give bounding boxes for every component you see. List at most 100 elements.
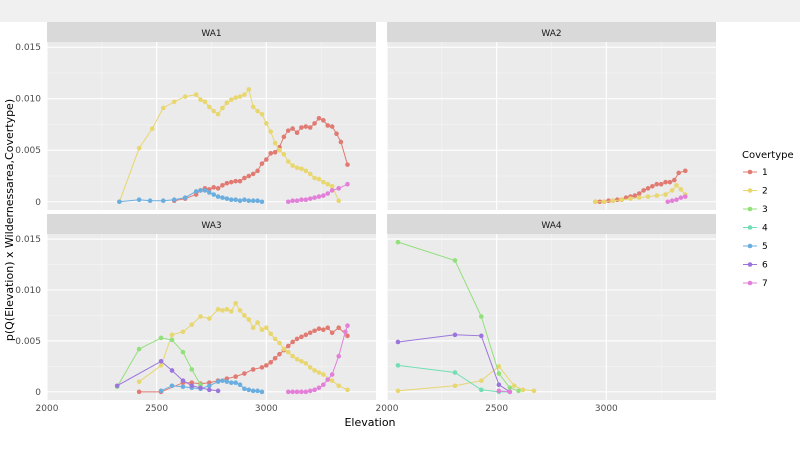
data-point xyxy=(329,372,335,377)
y-tick-label: 0.015 xyxy=(15,43,41,53)
data-point xyxy=(395,339,401,345)
data-point xyxy=(645,186,651,191)
data-point xyxy=(395,239,401,245)
data-point xyxy=(303,332,309,338)
data-point xyxy=(242,175,247,181)
panel-wa4: WA4 2000 2500 3000 xyxy=(376,214,716,414)
legend-item-1: 1 xyxy=(743,168,768,178)
data-point xyxy=(285,199,291,205)
data-point xyxy=(180,378,186,383)
y-tick-label: 0.005 xyxy=(15,146,41,156)
data-point xyxy=(452,383,458,389)
panel-strip-title: WA3 xyxy=(201,221,221,231)
series-covertype-2 xyxy=(117,87,342,205)
y-axis-title: p(Q(Elevation) x Wildernessarea,Covertyp… xyxy=(3,99,16,341)
data-point xyxy=(601,199,607,205)
data-point xyxy=(299,359,304,364)
data-point xyxy=(316,194,322,199)
data-point xyxy=(321,193,326,198)
data-point xyxy=(676,170,682,176)
data-point xyxy=(259,111,265,117)
series-covertype-6 xyxy=(114,359,221,394)
data-point xyxy=(615,197,620,202)
data-point xyxy=(507,389,513,395)
data-point xyxy=(345,181,350,187)
series-covertype-6 xyxy=(395,332,513,395)
data-point xyxy=(215,186,221,191)
data-point xyxy=(224,100,230,106)
data-point xyxy=(285,343,291,349)
data-point xyxy=(294,198,300,204)
data-point xyxy=(255,320,260,325)
series-covertype-7 xyxy=(496,388,513,395)
legend-key-point xyxy=(747,262,753,267)
data-point xyxy=(628,196,633,201)
facet-panels: WA1 0 0.005 0.010 0.015 WA2 WA3 0 0.005 0.010 0.01… xyxy=(15,22,716,414)
data-point xyxy=(299,166,304,172)
series-covertype-3 xyxy=(114,335,203,390)
data-point xyxy=(516,388,521,394)
data-point xyxy=(325,377,331,382)
data-point xyxy=(632,193,638,198)
data-point xyxy=(312,328,317,334)
data-point xyxy=(215,307,221,312)
data-point xyxy=(228,197,234,202)
data-point xyxy=(242,313,247,318)
data-point xyxy=(182,94,188,99)
data-point xyxy=(312,175,317,181)
data-point xyxy=(316,385,322,391)
data-point xyxy=(180,384,186,390)
data-point xyxy=(281,134,287,140)
data-point xyxy=(224,180,230,186)
x-axis-title: Elevation xyxy=(344,416,395,429)
legend-item-6: 6 xyxy=(743,261,768,271)
data-point xyxy=(255,198,260,204)
data-point xyxy=(242,92,247,97)
data-point xyxy=(312,387,317,393)
data-point xyxy=(160,105,166,111)
data-point xyxy=(228,309,234,314)
data-point xyxy=(307,125,313,130)
data-point xyxy=(672,177,677,183)
data-point xyxy=(272,149,278,155)
panel-wa3: WA3 0 0.005 0.010 0.015 2000 2500 3000 xyxy=(15,214,376,414)
data-point xyxy=(237,382,243,388)
data-point xyxy=(281,346,287,352)
panel-wa2: WA2 xyxy=(386,22,716,210)
data-point xyxy=(303,124,309,129)
data-point xyxy=(285,349,291,355)
data-point xyxy=(193,92,199,97)
data-point xyxy=(220,195,225,200)
legend-item-5: 5 xyxy=(743,242,768,252)
data-point xyxy=(285,389,291,395)
data-point xyxy=(345,323,350,328)
data-point xyxy=(233,178,238,184)
data-point xyxy=(496,382,502,388)
data-point xyxy=(294,336,300,342)
data-point xyxy=(171,99,177,105)
data-point xyxy=(233,197,238,202)
data-point xyxy=(299,125,304,130)
data-point xyxy=(189,367,195,372)
data-point xyxy=(299,197,304,202)
data-point xyxy=(237,94,243,99)
data-point xyxy=(182,195,188,200)
data-point xyxy=(479,387,484,393)
data-point xyxy=(336,198,342,204)
data-point xyxy=(207,387,212,393)
data-point xyxy=(169,337,175,343)
data-point xyxy=(667,179,673,185)
x-tick-label: 2500 xyxy=(145,404,168,414)
y-tick-label: 0 xyxy=(35,388,41,398)
legend-key-point xyxy=(747,280,753,286)
data-point xyxy=(242,371,247,376)
series-covertype-7 xyxy=(285,181,350,205)
data-point xyxy=(325,181,331,187)
data-point xyxy=(220,308,225,313)
legend-label: 4 xyxy=(762,224,768,234)
x-tick-label: 3000 xyxy=(255,404,278,414)
data-point xyxy=(669,188,675,193)
data-point xyxy=(663,192,668,197)
data-point xyxy=(277,147,282,153)
data-point xyxy=(171,197,177,202)
